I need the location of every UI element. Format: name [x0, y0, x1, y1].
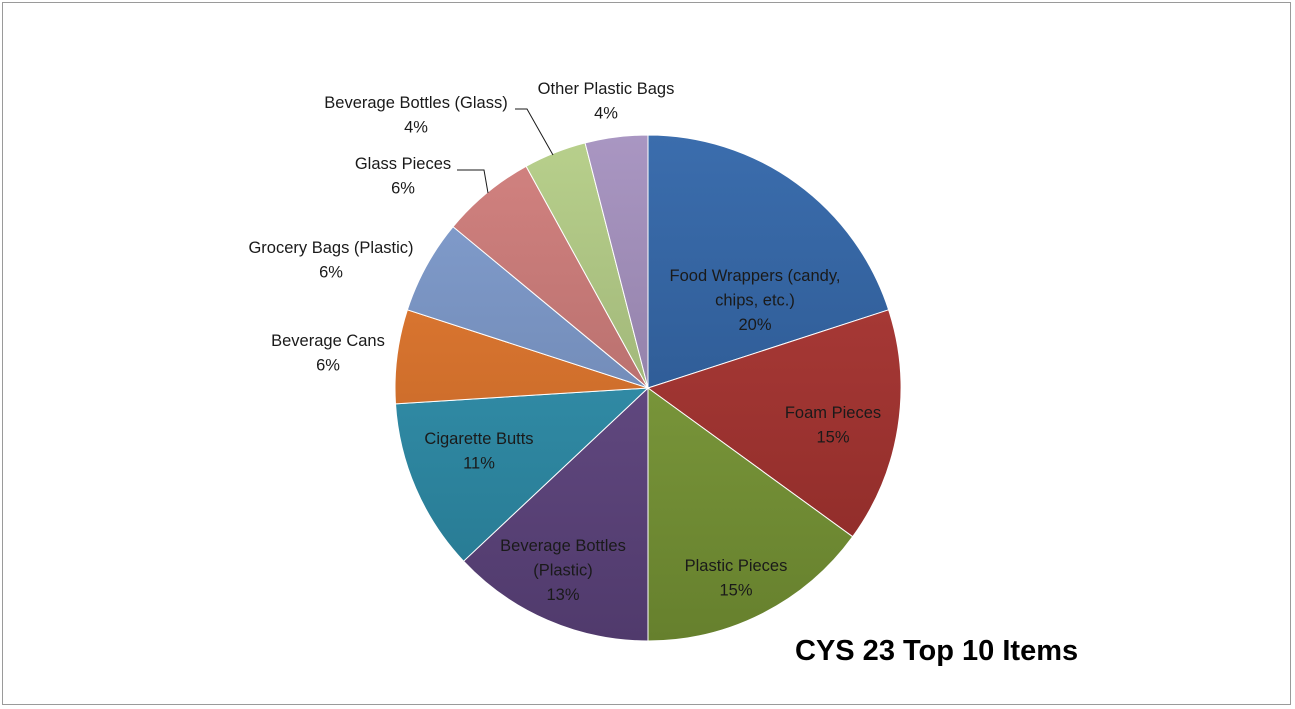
- slice-label-grocery-bags-plastic: Grocery Bags (Plastic) 6%: [248, 239, 413, 282]
- slice-label-other-plastic-bags: Other Plastic Bags 4%: [538, 80, 675, 123]
- slice-name-label: Beverage Cans: [271, 332, 385, 350]
- slice-value-label: 15%: [719, 582, 752, 600]
- slice-value-label: 4%: [404, 119, 428, 137]
- slice-name-label: chips, etc.): [715, 292, 795, 310]
- chart-title: CYS 23 Top 10 Items: [795, 635, 1079, 667]
- slice-value-label: 6%: [319, 264, 343, 282]
- slice-name-label: Beverage Bottles: [500, 537, 626, 555]
- leader-line-glass-pieces: [457, 169, 489, 194]
- pie-slice-plastic-pieces: [647, 387, 854, 642]
- slice-name-label: Beverage Bottles (Glass): [324, 94, 507, 112]
- pie-slice-foam-pieces: [646, 309, 902, 538]
- slice-value-label: 13%: [546, 586, 579, 604]
- slice-value-label: 6%: [391, 180, 415, 198]
- slice-value-label: 6%: [316, 357, 340, 375]
- slice-name-label: Cigarette Butts: [424, 430, 533, 448]
- slice-label-glass-pieces: Glass Pieces 6%: [355, 155, 451, 198]
- slice-name-label: Glass Pieces: [355, 155, 451, 173]
- pie-chart: Food Wrappers (candy, chips, etc.) 20% Foam…: [248, 80, 902, 642]
- slice-value-label: 20%: [738, 316, 771, 334]
- slice-label-beverage-bottles-glass: Beverage Bottles (Glass) 4%: [324, 94, 507, 137]
- slice-label-beverage-cans: Beverage Cans 6%: [271, 332, 385, 375]
- slice-value-label: 4%: [594, 105, 618, 123]
- slice-label-cigarette-butts: Cigarette Butts 11%: [424, 430, 533, 473]
- slice-label-plastic-pieces: Plastic Pieces 15%: [685, 557, 788, 600]
- slice-value-label: 15%: [816, 429, 849, 447]
- pie-slice-beverage-bottles-plastic: [462, 386, 649, 642]
- slice-name-label: Plastic Pieces: [685, 557, 788, 575]
- slice-label-beverage-bottles-plastic: Beverage Bottles (Plastic) 13%: [500, 537, 626, 604]
- pie-slice-food-wrappers-candy-chips-etc: [647, 134, 890, 389]
- slice-label-food-wrappers-candy-chips-etc: Food Wrappers (candy, chips, etc.) 20%: [670, 267, 841, 334]
- pie-slice-cigarette-butts: [394, 387, 650, 562]
- slice-name-label: Grocery Bags (Plastic): [248, 239, 413, 257]
- slice-name-label: Food Wrappers (candy,: [670, 267, 841, 285]
- slice-value-label: 11%: [463, 455, 495, 473]
- slice-label-foam-pieces: Foam Pieces 15%: [785, 404, 881, 447]
- slice-name-label: Foam Pieces: [785, 404, 881, 422]
- leader-line-beverage-bottles-glass: [515, 108, 554, 156]
- pie-slice-other-plastic-bags: [584, 134, 649, 389]
- slice-name-label: (Plastic): [533, 562, 593, 580]
- slice-name-label: Other Plastic Bags: [538, 80, 675, 98]
